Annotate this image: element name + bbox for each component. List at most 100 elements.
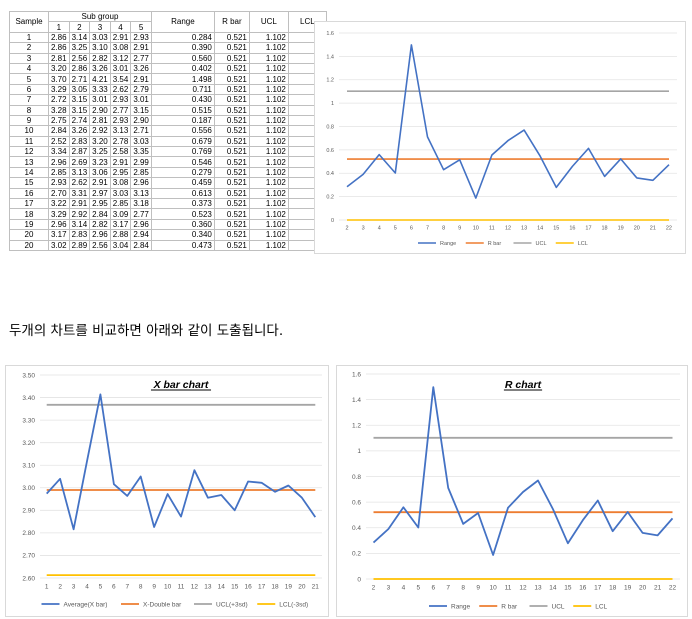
table-cell: 2.85	[109, 198, 132, 210]
x-tick-label: 18	[271, 584, 279, 591]
table-cell: 3.25	[89, 146, 111, 158]
table-cell: 3.35	[130, 146, 152, 158]
table-cell: 0.521	[213, 208, 250, 220]
y-tick-label: 0.4	[352, 525, 361, 532]
table-cell: 3.13	[109, 125, 132, 137]
legend-item: UCL(+3sd)	[194, 601, 248, 608]
range-chart-top-svg: 0 0.2 0.4 0.6 0.8 1 1.2 1.4 1.6 2 3 4 5 6 7 8 9 10 11 12 13 1…	[326, 31, 677, 247]
y-tick-label: 3.50	[22, 372, 35, 379]
x-tick-label: 7	[125, 584, 129, 591]
table-cell: 2.93	[48, 177, 70, 189]
table-cell: 3.17	[109, 218, 132, 231]
header-sub-5: 5	[130, 21, 152, 33]
table-cell: 2.87	[68, 146, 91, 158]
header-range: Range	[150, 11, 215, 33]
x-tick-label: 6	[112, 584, 116, 591]
table-cell: 3	[9, 52, 49, 64]
r-chart: R chart 0 0.2 0.4 0.6 0.8 1 1.2 1.4 1.6 2 3 4 5 6 7 8 9 10…	[336, 365, 688, 617]
table-cell: 0.521	[213, 229, 250, 241]
table-cell: 2.84	[89, 208, 111, 220]
table-cell: 0.521	[213, 104, 250, 116]
x-tick-label: 5	[99, 584, 103, 591]
table-cell: 2.91	[109, 31, 132, 44]
table-cell: 0.521	[213, 198, 250, 210]
table-cell: 17	[9, 198, 49, 210]
table-cell: 0.515	[150, 104, 215, 116]
legend-item: R bar	[465, 241, 502, 247]
y-tick-label: 1	[331, 101, 334, 107]
x-tick-label: 9	[458, 226, 461, 232]
y-tick-label: 0.4	[326, 171, 334, 177]
table-cell: 2	[9, 42, 49, 54]
table-cell: 3.01	[130, 94, 152, 106]
x-tick-label: 2	[346, 226, 349, 232]
x-tick-label: 12	[519, 585, 527, 592]
table-cell: 2.85	[48, 166, 70, 179]
x-tick-label: 11	[489, 226, 495, 232]
table-cell: 0.521	[213, 125, 250, 137]
table-cell: 1.102	[248, 114, 289, 127]
table-cell: 1.102	[248, 218, 289, 231]
x-tick-label: 8	[442, 226, 445, 232]
table-cell: 0.187	[150, 114, 215, 127]
legend-item: LCL	[573, 603, 608, 610]
x-tick-label: 20	[634, 226, 640, 232]
table-cell: 2.77	[130, 52, 152, 64]
table-cell: 2.74	[68, 114, 91, 127]
table-cell: 2.84	[48, 125, 70, 137]
legend-label: LCL(-3sd)	[279, 601, 308, 608]
x-tick-label: 15	[553, 226, 559, 232]
legend-label: UCL	[536, 241, 547, 247]
table-cell: 3.03	[109, 187, 132, 200]
table-cell: 0.521	[213, 218, 250, 231]
table-cell: 1.102	[248, 177, 289, 189]
table-cell: 2.81	[89, 114, 111, 127]
table-cell: 3.22	[48, 198, 70, 210]
table-cell: 2.71	[68, 73, 91, 85]
table-cell: 2.52	[48, 135, 70, 148]
table-cell: 3.15	[68, 94, 91, 106]
table-cell: 3.12	[109, 52, 132, 64]
table-cell: 0.279	[150, 166, 215, 179]
table-cell: 6	[9, 83, 49, 96]
table-cell: 2.58	[109, 146, 132, 158]
y-tick-label: 1	[357, 448, 361, 455]
legend-label: R bar	[488, 241, 502, 247]
table-cell: 2.91	[109, 156, 132, 168]
x-tick-label: 3	[387, 585, 391, 592]
table-cell: 3.23	[89, 156, 111, 168]
table-cell: 3.20	[48, 62, 70, 75]
legend-label: Average(X bar)	[64, 601, 108, 608]
table-cell: 2.82	[89, 52, 111, 64]
x-tick-label: 11	[178, 584, 185, 591]
legend-item: UCL	[529, 603, 565, 610]
table-cell: 2.79	[130, 83, 152, 96]
table-cell: 2.90	[89, 104, 111, 116]
table-cell: 3.26	[89, 62, 111, 75]
x-tick-label: 21	[650, 226, 656, 232]
table-cell: 2.96	[130, 177, 152, 189]
table-cell: 3.15	[68, 104, 91, 116]
y-tick-label: 2.70	[22, 553, 35, 560]
table-cell: 0.521	[213, 114, 250, 127]
x-tick-label: 17	[258, 584, 266, 591]
table-cell: 0.711	[150, 83, 215, 96]
table-cell: 1.102	[248, 187, 289, 200]
table-cell: 12	[9, 146, 49, 158]
table-cell: 3.33	[89, 83, 111, 96]
table-cell: 1.102	[248, 239, 289, 252]
table-cell: 1.102	[248, 146, 289, 158]
x-tick-label: 13	[534, 585, 542, 592]
legend-label: UCL(+3sd)	[216, 601, 248, 608]
y-tick-label: 1.6	[352, 371, 361, 378]
x-tick-label: 3	[72, 584, 76, 591]
y-tick-label: 0.8	[352, 474, 361, 481]
x-tick-label: 4	[85, 584, 89, 591]
table-cell: 1.102	[248, 83, 289, 96]
table-cell: 3.01	[109, 62, 132, 75]
